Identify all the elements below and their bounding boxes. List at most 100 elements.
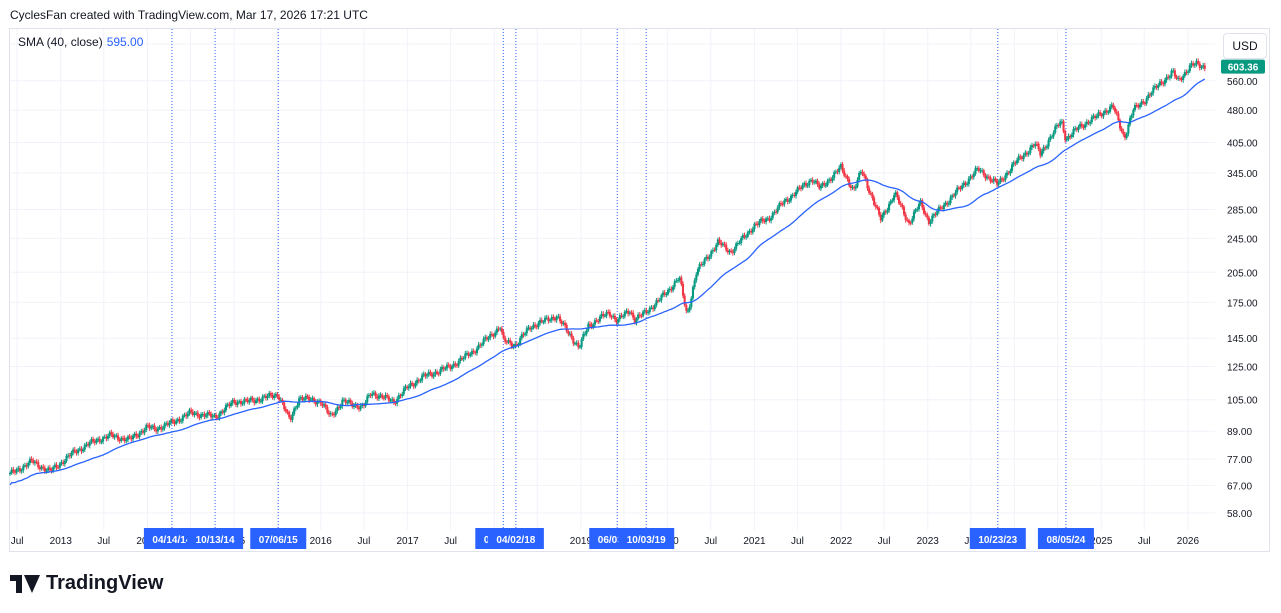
candle-body xyxy=(211,415,214,418)
candle-body xyxy=(299,397,302,399)
candle-body xyxy=(63,461,66,464)
candle-body xyxy=(226,404,229,406)
candle-body xyxy=(289,417,292,420)
candle-body xyxy=(454,363,457,366)
candle-body xyxy=(213,414,216,416)
candle-body xyxy=(308,396,311,401)
candle-body xyxy=(229,403,233,406)
candle-body xyxy=(849,185,852,188)
candle-body xyxy=(1157,85,1160,88)
candle-body xyxy=(683,295,686,306)
candle-body xyxy=(660,295,663,301)
candle-body xyxy=(839,164,842,168)
candle-body xyxy=(537,322,540,328)
candle-body xyxy=(809,179,813,181)
candle-body xyxy=(455,365,459,367)
candle-body xyxy=(329,413,332,415)
candle-body xyxy=(720,242,723,246)
y-tick-label: 175.00 xyxy=(1227,298,1258,309)
candle-body xyxy=(770,218,773,221)
candle-body xyxy=(981,170,984,172)
cycle-label-box xyxy=(1037,528,1094,549)
sma-legend[interactable]: SMA (40, close) 595.00 xyxy=(18,35,143,49)
candle-body xyxy=(638,314,641,316)
x-tick-label: 2013 xyxy=(50,536,73,547)
candle-body xyxy=(1162,83,1165,85)
candle-body xyxy=(828,179,831,181)
candle-body xyxy=(198,416,201,418)
candle-body xyxy=(755,223,758,225)
candle-body xyxy=(452,363,455,367)
candle-body xyxy=(510,342,513,348)
currency-button[interactable]: USD xyxy=(1223,33,1267,59)
candle-body xyxy=(361,404,364,406)
candle-body xyxy=(339,406,342,408)
candle-body xyxy=(1014,162,1017,164)
candle-body xyxy=(942,205,945,210)
candle-body xyxy=(515,343,518,346)
candle-body xyxy=(57,467,60,469)
candle-body xyxy=(407,386,410,389)
candle-body xyxy=(1183,72,1186,76)
candle-body xyxy=(173,421,176,424)
candle-body xyxy=(35,461,38,463)
candle-body xyxy=(186,413,189,417)
candle-body xyxy=(422,373,425,376)
candle-body xyxy=(1064,131,1067,141)
candle-body xyxy=(183,414,186,416)
candle-body xyxy=(332,414,336,416)
last-price-label: 603.36 xyxy=(1228,63,1259,74)
candle-body xyxy=(238,401,241,403)
candle-body xyxy=(1032,145,1035,147)
candle-body xyxy=(996,180,999,185)
candle-body xyxy=(158,427,161,429)
candle-body xyxy=(1097,112,1100,116)
candle-body xyxy=(1072,129,1075,135)
candle-body xyxy=(1067,135,1070,139)
candle-body xyxy=(552,316,555,319)
candle-body xyxy=(313,398,316,402)
candle-body xyxy=(1010,164,1014,171)
candle-body xyxy=(562,322,565,325)
candle-body xyxy=(223,410,226,413)
candle-body xyxy=(65,455,68,462)
candle-body xyxy=(1069,135,1072,138)
candle-body xyxy=(1099,112,1102,115)
cycle-label-box xyxy=(618,528,675,549)
candle-body xyxy=(371,393,374,396)
candle-body xyxy=(384,394,387,399)
candle-body xyxy=(507,340,510,343)
candle-body xyxy=(1037,143,1040,150)
candle-body xyxy=(1074,128,1077,130)
candle-body xyxy=(90,439,93,443)
candle-body xyxy=(1009,170,1012,174)
candle-body xyxy=(1195,60,1198,65)
candle-body xyxy=(1160,81,1163,84)
candle-body xyxy=(20,470,23,472)
candle-body xyxy=(974,168,977,174)
candle-body xyxy=(276,393,279,397)
candle-body xyxy=(334,410,337,416)
candle-body xyxy=(138,432,141,437)
candle-body xyxy=(304,395,307,400)
candle-body xyxy=(48,467,51,470)
candle-body xyxy=(269,392,272,395)
candle-body xyxy=(1143,103,1147,105)
candle-body xyxy=(161,428,164,430)
candle-body xyxy=(811,179,814,183)
cycle-label-box xyxy=(187,528,244,549)
candle-body xyxy=(419,380,422,382)
tradingview-logo[interactable]: TradingView xyxy=(10,572,163,595)
candle-body xyxy=(386,394,389,397)
candle-body xyxy=(58,463,61,468)
candle-body xyxy=(464,353,467,359)
candle-body xyxy=(97,438,100,440)
candle-body xyxy=(135,433,138,437)
candle-body xyxy=(67,455,70,457)
candle-body xyxy=(460,357,464,360)
candle-body xyxy=(346,402,349,404)
candle-body xyxy=(85,444,88,446)
candle-body xyxy=(12,469,15,472)
candle-body xyxy=(580,339,583,347)
